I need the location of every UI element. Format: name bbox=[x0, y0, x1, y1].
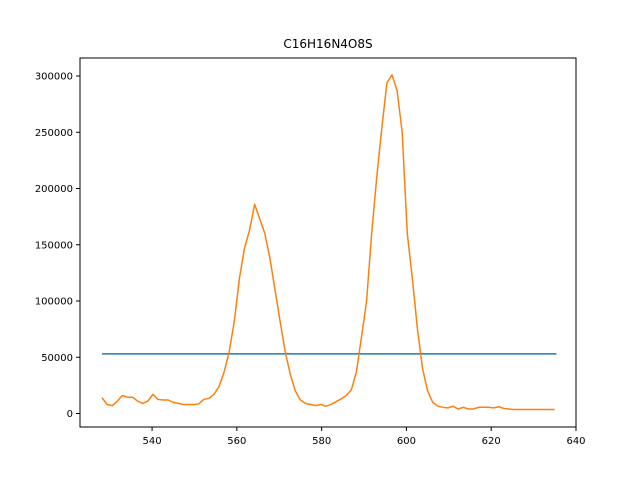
axes: 540 560 580 600 620 640 0 50000 100000 150000 2000… bbox=[35, 72, 586, 448]
x-tick-label: 600 bbox=[397, 436, 416, 447]
x-tick-label: 560 bbox=[227, 436, 246, 447]
chart-title: C16H16N4O8S bbox=[283, 37, 372, 51]
y-tick-label: 150000 bbox=[35, 240, 73, 251]
y-tick-label: 0 bbox=[67, 409, 73, 420]
y-tick-label: 250000 bbox=[35, 128, 73, 139]
signal-series-line bbox=[101, 74, 555, 411]
x-tick-label: 620 bbox=[482, 436, 501, 447]
x-tick-label: 640 bbox=[566, 436, 585, 447]
y-tick-label: 100000 bbox=[35, 297, 73, 308]
y-tick-label: 300000 bbox=[35, 72, 73, 83]
y-tick-label: 50000 bbox=[41, 353, 73, 364]
plot-frame bbox=[79, 57, 577, 428]
plot-area bbox=[101, 74, 557, 411]
y-tick-label: 200000 bbox=[35, 184, 73, 195]
x-tick-label: 580 bbox=[312, 436, 331, 447]
x-tick-label: 540 bbox=[143, 436, 162, 447]
